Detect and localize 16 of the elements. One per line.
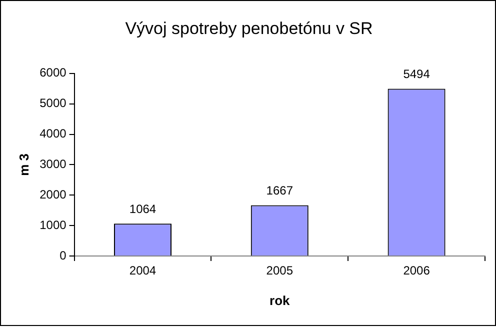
x-axis-title: rok (270, 292, 291, 308)
x-tick-label: 2005 (266, 264, 294, 278)
y-tick-label: 3000 (40, 157, 67, 172)
y-axis-title: m 3 (16, 153, 32, 176)
y-tick-label: 0 (60, 248, 67, 262)
data-label: 1667 (266, 184, 294, 198)
y-tick-label: 2000 (40, 187, 67, 202)
y-tick-label: 4000 (40, 126, 67, 141)
y-tick-label: 1000 (40, 218, 67, 232)
y-tick-label: 5000 (40, 96, 67, 110)
y-tick-label: 6000 (40, 66, 67, 80)
x-tick-label: 2006 (403, 264, 430, 278)
data-label: 5494 (403, 67, 430, 82)
data-label: 1064 (129, 202, 156, 216)
chart-title: Vývoj spotreby penobetónu v SR (125, 18, 373, 38)
x-tick-label: 2004 (129, 264, 156, 278)
